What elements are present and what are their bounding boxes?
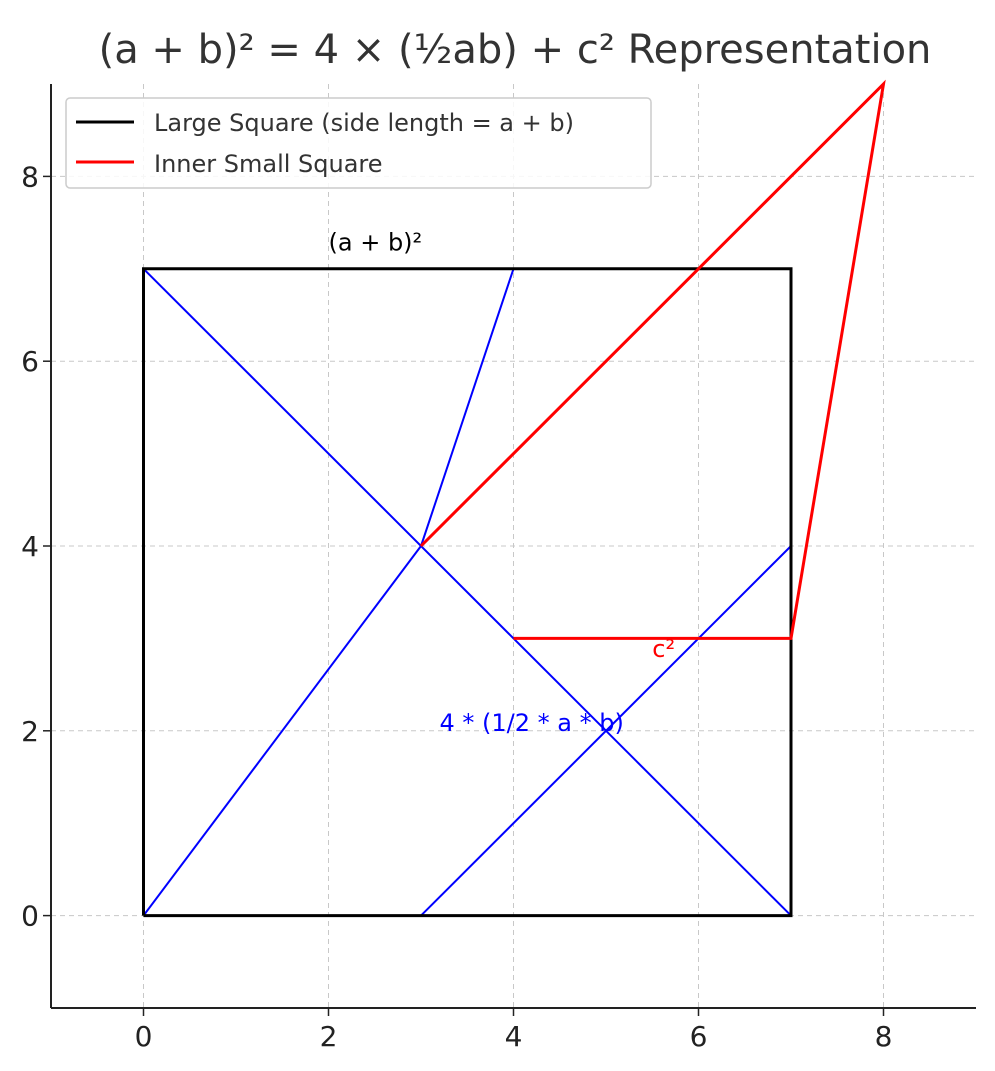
triangle-line-0 [142,545,422,917]
triangle-line-3 [420,545,792,917]
series-line-1 [419,79,886,640]
x-tick-label-2: 4 [505,1020,523,1053]
x-tick-label-1: 2 [320,1020,338,1053]
y-tick-label-2: 4 [21,530,39,563]
x-tick-label-4: 8 [875,1020,893,1053]
chart-title: (a + b)² = 4 × (½ab) + c² Representation [99,27,932,73]
axes: 0 2 4 6 8 0 2 4 6 8 [21,84,976,1053]
triangle-line-1 [420,268,515,547]
legend-label-large-square: Large Square (side length = a + b) [154,109,574,137]
annotation-1: c² [652,635,675,663]
y-tick-label-3: 6 [21,345,39,378]
grid [51,84,976,1008]
triangle-lines [142,268,792,917]
annotations: (a + b)² c² 4 * (1/2 * a * b) [329,228,676,736]
y-tick-label-4: 8 [21,160,39,193]
annotation-0: (a + b)² [329,228,423,256]
legend-label-inner-square: Inner Small Square [154,150,383,178]
legend: Large Square (side length = a + b) Inner… [65,97,652,189]
series-line-0 [142,267,793,918]
x-tick-label-3: 6 [690,1020,708,1053]
y-tick-label-1: 2 [21,715,39,748]
triangle-line-2 [142,268,792,917]
y-tick-label-0: 0 [21,900,39,933]
x-tick-label-0: 0 [135,1020,153,1053]
series-lines [142,79,886,918]
legend-box [65,97,652,189]
annotation-2: 4 * (1/2 * a * b) [440,709,624,737]
